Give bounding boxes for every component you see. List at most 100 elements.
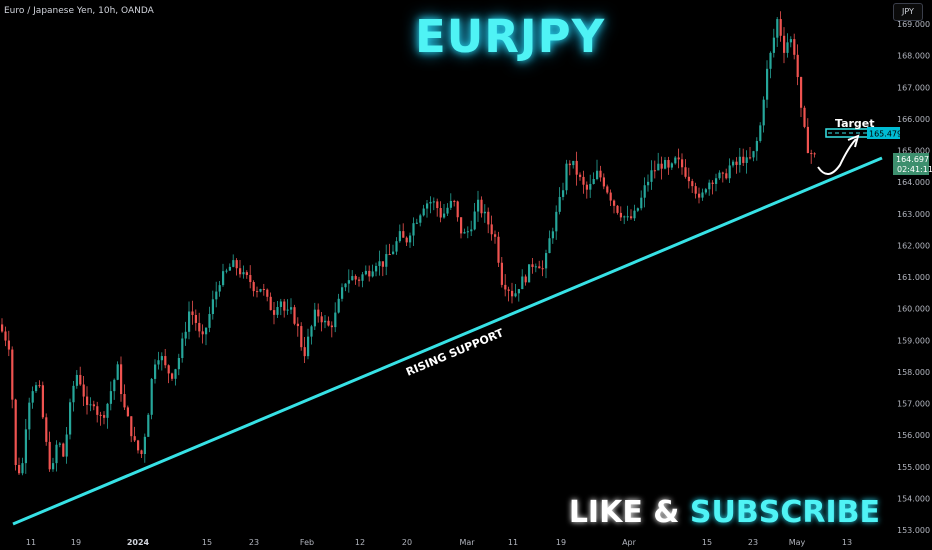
candle-up	[545, 253, 548, 269]
candle-down	[330, 325, 333, 328]
candle-down	[585, 184, 588, 190]
candle-down	[48, 441, 51, 470]
candle-down	[96, 406, 99, 415]
candle-down	[4, 331, 7, 341]
candle-up	[35, 385, 38, 392]
candle-down	[677, 157, 680, 160]
candle-down	[191, 311, 194, 315]
svg-text:164.697: 164.697	[896, 155, 929, 164]
candle-down	[140, 450, 143, 455]
candle-down	[698, 193, 701, 198]
candle-up	[429, 201, 432, 204]
candle-up	[364, 270, 367, 275]
projection-arrowhead	[847, 134, 860, 148]
candle-up	[58, 443, 61, 445]
candle-up	[596, 170, 599, 180]
candle-up	[222, 271, 225, 286]
candle-down	[480, 199, 483, 214]
candle-down	[45, 417, 48, 442]
candle-down	[803, 107, 806, 127]
price-tick-label: 167.000	[897, 83, 930, 92]
time-tick-label: 15	[202, 538, 212, 547]
candle-down	[691, 181, 694, 187]
candle-down	[494, 234, 497, 237]
candle-up	[109, 391, 112, 404]
candle-down	[62, 443, 65, 457]
candle-up	[701, 192, 704, 198]
candle-down	[487, 211, 490, 225]
time-tick-label: 19	[556, 538, 566, 547]
candle-up	[633, 210, 636, 219]
candle-up	[28, 402, 31, 430]
candle-down	[18, 465, 21, 474]
candle-down	[687, 176, 690, 182]
candle-up	[759, 125, 762, 141]
candle-down	[504, 284, 507, 290]
candle-down	[126, 407, 129, 417]
candle-down	[235, 260, 238, 269]
candle-down	[11, 349, 14, 400]
candle-down	[164, 356, 167, 366]
candle-up	[517, 289, 520, 294]
candle-down	[725, 173, 728, 179]
time-tick-label: 15	[702, 538, 712, 547]
candle-down	[616, 205, 619, 213]
candle-up	[174, 369, 177, 379]
candle-down	[256, 291, 259, 293]
candle-up	[181, 338, 184, 358]
candle-up	[290, 307, 293, 310]
candle-down	[619, 212, 622, 218]
candle-up	[772, 37, 775, 53]
last-price-tag: 164.697 02:41:11	[893, 153, 932, 175]
candle-up	[218, 285, 221, 292]
price-tick-label: 155.000	[897, 463, 930, 472]
candle-down	[531, 264, 534, 267]
candle-down	[82, 384, 85, 397]
candle-up	[776, 19, 779, 38]
price-tick-label: 156.000	[897, 431, 930, 440]
candle-down	[252, 282, 255, 292]
candle-down	[456, 201, 459, 218]
price-tick-label: 158.000	[897, 368, 930, 377]
candle-up	[647, 181, 650, 186]
candle-up	[344, 283, 347, 288]
candle-up	[215, 291, 218, 300]
candle-up	[738, 156, 741, 165]
currency-button[interactable]: JPY	[893, 3, 923, 21]
svg-text:02:41:11: 02:41:11	[897, 165, 932, 174]
candle-up	[398, 231, 401, 242]
candle-down	[568, 163, 571, 166]
candle-up	[786, 42, 789, 53]
candle-up	[371, 271, 374, 277]
price-tick-label: 154.000	[897, 494, 930, 503]
price-tick-label: 168.000	[897, 52, 930, 61]
candle-up	[177, 357, 180, 370]
price-tick-label: 160.000	[897, 305, 930, 314]
candle-up	[347, 280, 350, 284]
candle-up	[636, 208, 639, 211]
projection-arrow	[817, 138, 857, 175]
candle-up	[21, 463, 24, 474]
candle-down	[806, 126, 809, 154]
cta-subscribe: SUBSCRIBE	[689, 495, 880, 530]
candle-up	[650, 170, 653, 182]
candle-up	[670, 163, 673, 168]
candle-down	[660, 163, 663, 169]
candle-down	[500, 262, 503, 285]
candle-up	[378, 261, 381, 266]
candle-down	[582, 176, 585, 185]
candle-up	[361, 274, 364, 281]
candle-down	[402, 231, 405, 238]
candle-down	[303, 347, 306, 357]
candle-up	[521, 276, 524, 290]
candle-down	[507, 289, 510, 291]
candle-up	[426, 203, 429, 209]
candle-up	[279, 301, 282, 307]
candle-up	[75, 374, 78, 386]
candle-up	[160, 356, 163, 361]
candle-up	[113, 379, 116, 392]
candle-up	[562, 190, 565, 197]
candle-down	[239, 268, 242, 275]
candle-up	[313, 309, 316, 327]
candle-down	[358, 279, 361, 281]
